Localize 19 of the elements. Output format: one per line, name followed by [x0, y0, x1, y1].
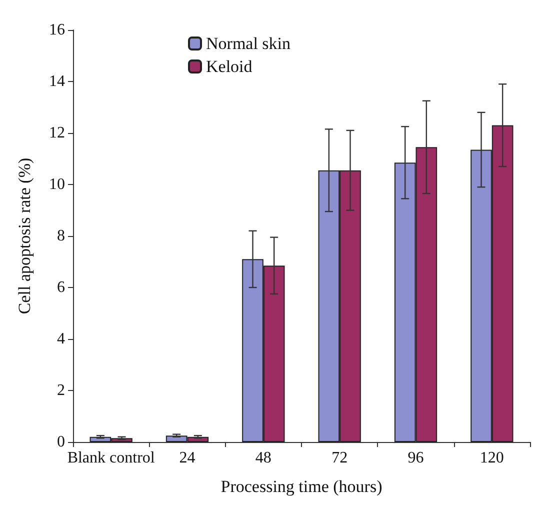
- x-tick-label: 96: [408, 450, 424, 466]
- y-tick-label: 10: [49, 176, 65, 193]
- x-tick-label: 48: [255, 450, 272, 466]
- y-tick-label: 4: [57, 330, 65, 348]
- y-tick-label: 6: [57, 279, 65, 296]
- y-axis-title: Cell apoptosis rate (%): [15, 158, 34, 314]
- y-tick-label: 14: [49, 73, 65, 90]
- legend-label: Normal skin: [206, 34, 292, 53]
- y-tick-label: 8: [57, 228, 65, 244]
- x-tick-label: Blank control: [67, 450, 156, 466]
- x-tick-label: 24: [179, 450, 196, 466]
- x-tick-label: 120: [480, 450, 504, 466]
- x-axis-title: Processing time (hours): [220, 477, 382, 496]
- y-tick-label: 12: [49, 124, 65, 142]
- y-tick-label: 16: [49, 22, 65, 38]
- y-tick-label: 0: [57, 434, 65, 450]
- x-tick-label: 72: [332, 450, 348, 466]
- legend-label: Keloid: [206, 57, 253, 76]
- y-tick-label: 2: [57, 382, 65, 399]
